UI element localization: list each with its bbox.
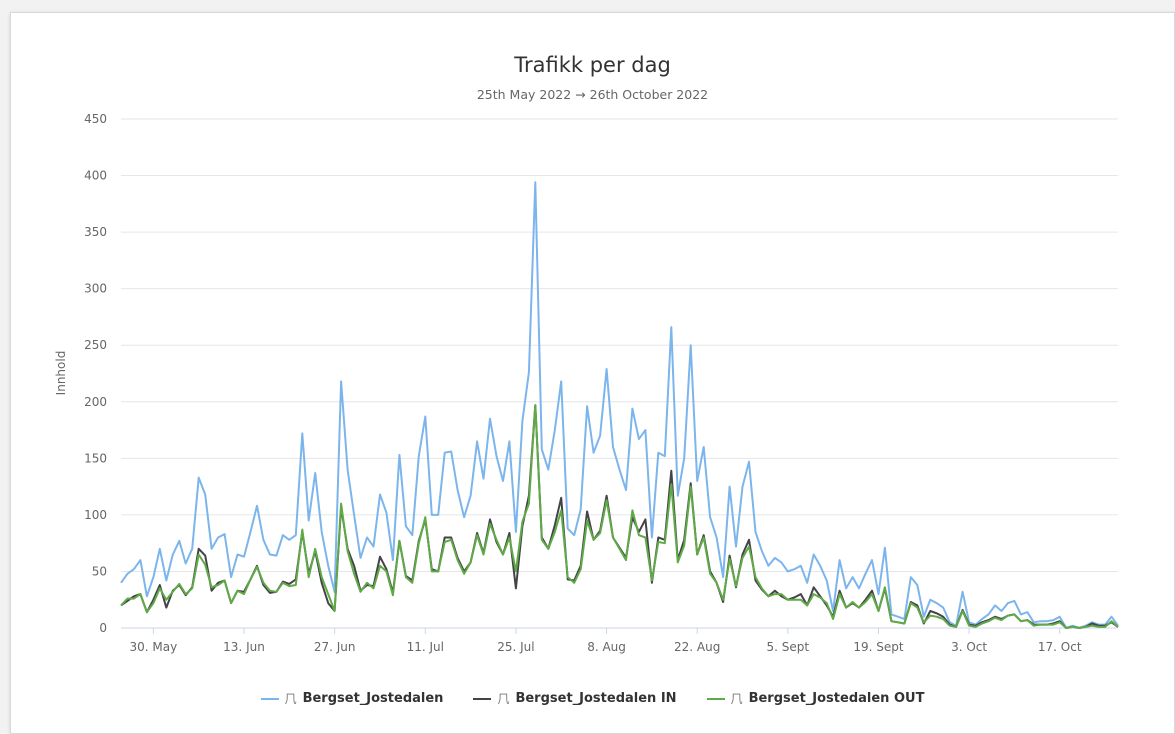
y-axis-title: Innhold [54, 351, 68, 396]
x-tick-label: 13. Jun [223, 640, 265, 654]
y-tick-label: 250 [84, 338, 107, 352]
legend-swatch-in [473, 697, 492, 700]
legend-label-in: Bergset_Jostedalen IN [515, 691, 677, 706]
x-tick-label: 30. May [130, 640, 178, 654]
person-icon: ⺇ [730, 692, 743, 706]
chart-title: Trafikk per dag [514, 53, 671, 77]
y-tick-label: 400 [84, 169, 107, 183]
y-tick-label: 50 [92, 564, 107, 578]
x-tick-label: 11. Jul [407, 640, 444, 654]
legend-swatch-total [260, 697, 279, 700]
person-icon: ⺇ [284, 692, 297, 706]
y-tick-label: 350 [84, 225, 107, 239]
series-line-total [120, 181, 1119, 629]
legend-label-total: Bergset_Jostedalen [302, 691, 444, 706]
grid-lines [121, 118, 1118, 629]
y-tick-label: 200 [84, 395, 107, 409]
x-axis-ticks: 30. May 13. Jun 27. Jun 11. Jul 25. Jul 8. Au… [121, 627, 1118, 654]
x-tick-label: 22. Aug [674, 640, 720, 654]
legend-item-in[interactable]: ⺇ Bergset_Jostedalen IN [473, 690, 677, 707]
series-line-in [120, 404, 1119, 629]
y-tick-label: 300 [84, 282, 107, 296]
legend-label-out: Bergset_Jostedalen OUT [748, 691, 925, 706]
y-axis-ticks: 0 50 100 150 200 250 300 350 400 450 [84, 112, 107, 635]
line-chart: 0 50 100 150 200 250 300 350 400 450 30. May 13. J… [54, 112, 1119, 654]
x-tick-label: 27. Jun [314, 640, 356, 654]
y-tick-label: 100 [84, 508, 107, 522]
chart-card: Trafikk per dag 25th May 2022 → 26th Oct… [10, 12, 1175, 734]
x-tick-label: 8. Aug [587, 640, 626, 654]
legend-swatch-out [706, 697, 725, 700]
legend-item-total[interactable]: ⺇ Bergset_Jostedalen [260, 690, 444, 707]
y-tick-label: 0 [99, 621, 107, 635]
series-lines [120, 181, 1119, 629]
series-line-out [120, 404, 1119, 629]
x-tick-label: 5. Sept [767, 640, 810, 654]
legend: ⺇ Bergset_Jostedalen ⺇ Bergset_Jostedale… [11, 690, 1174, 707]
x-tick-label: 3. Oct [951, 640, 987, 654]
y-tick-label: 450 [84, 112, 107, 126]
x-tick-label: 19. Sept [853, 640, 904, 654]
chart-subtitle: 25th May 2022 → 26th October 2022 [476, 87, 709, 102]
y-tick-label: 150 [84, 451, 107, 465]
person-icon: ⺇ [497, 692, 510, 706]
x-tick-label: 25. Jul [497, 640, 534, 654]
legend-item-out[interactable]: ⺇ Bergset_Jostedalen OUT [706, 690, 925, 707]
x-tick-label: 17. Oct [1038, 640, 1082, 654]
